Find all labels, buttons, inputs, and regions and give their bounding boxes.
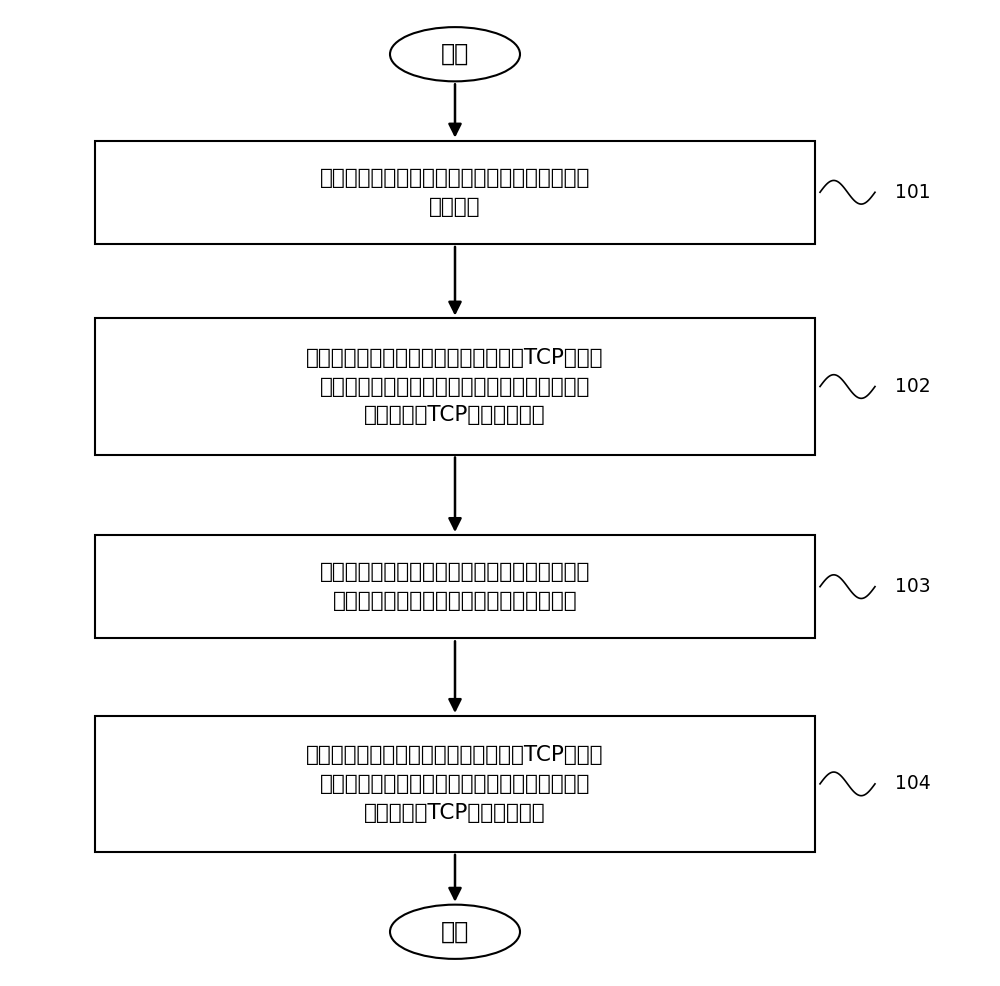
Ellipse shape [390, 27, 520, 82]
Text: 利用与所述第二连接追踪相关联的第二TCP协议控
制块描述并记录所述中间设备与所述接收端之间
数据交互的TCP协议连接属性: 利用与所述第二连接追踪相关联的第二TCP协议控 制块描述并记录所述中间设备与所述… [306, 745, 604, 822]
Ellipse shape [390, 905, 520, 958]
Text: 利用与所述第一连接追踪相关联的第一TCP协议控
制块描述并记录所述中间设备与所述发送端之间
数据交互的TCP协议连接属性: 利用与所述第一连接追踪相关联的第一TCP协议控 制块描述并记录所述中间设备与所述… [306, 348, 604, 425]
FancyBboxPatch shape [95, 716, 815, 852]
Text: 103: 103 [895, 577, 931, 597]
Text: 101: 101 [895, 182, 931, 202]
FancyBboxPatch shape [95, 534, 815, 639]
Text: 开始: 开始 [441, 42, 469, 66]
Text: 102: 102 [895, 377, 931, 396]
Text: 利用第一连接追踪记录中间设备与发送端之间的
连接状态: 利用第一连接追踪记录中间设备与发送端之间的 连接状态 [320, 168, 590, 217]
Text: 利用与所述第一连接追踪相关联的第二连接追踪
记录所述中间设备与接收端之间的连接状态: 利用与所述第一连接追踪相关联的第二连接追踪 记录所述中间设备与接收端之间的连接状… [320, 562, 590, 611]
Text: 结束: 结束 [441, 920, 469, 944]
Text: 104: 104 [895, 774, 931, 794]
FancyBboxPatch shape [95, 140, 815, 244]
FancyBboxPatch shape [95, 318, 815, 455]
